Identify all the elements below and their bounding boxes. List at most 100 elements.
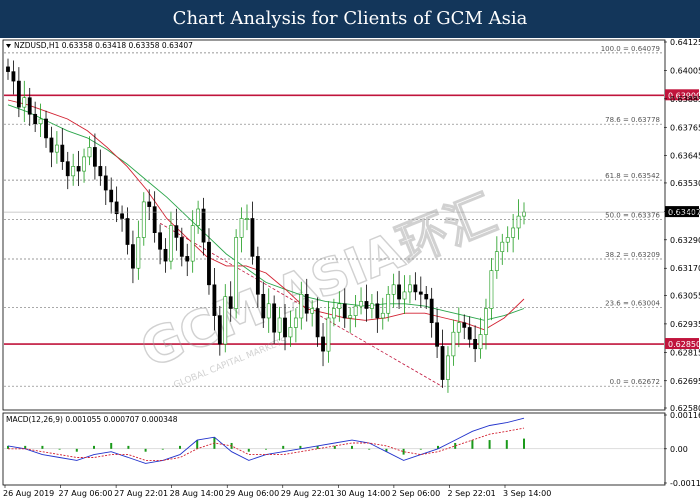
fib-level-label: 78.6 = 0.63778 [605,116,660,124]
macd-histogram-bar [127,445,130,449]
macd-tick-label: 0.001161 [670,411,700,420]
candle-body [370,303,374,309]
candle-body [207,241,211,286]
time-tick-label: 30 Aug 14:00 [336,489,390,498]
candle-body [484,308,488,335]
macd-histogram-bar [161,448,164,450]
candle-body [125,218,130,245]
candle-body [272,303,277,333]
price-tick-label: 0.63765 [670,123,700,132]
candle-body [462,322,467,328]
level-tag [665,338,699,350]
price-tick-label: 0.63055 [670,291,700,300]
candle-body [11,71,16,82]
candle-body [331,308,336,319]
candle-body [277,317,282,333]
macd-histogram-bar [179,445,181,449]
fib-level-label: 50.0 = 0.63376 [605,211,660,219]
candle-body [169,225,173,262]
candle-body [288,327,293,338]
candle-body [440,346,445,380]
candle-body [147,201,152,207]
candle-body [386,293,391,314]
candle-body [65,161,70,177]
symbol-header: NZDUSD,H1 0.63358 0.63418 0.63358 0.6340… [14,41,193,50]
trendline [159,222,443,388]
price-tick-label: 0.63530 [670,179,700,188]
macd-histogram-bar [110,442,113,449]
candle-body [375,303,380,319]
level-tag [665,89,699,101]
time-tick-label: 29 Aug 22:01 [281,489,335,498]
candle-body [250,218,255,257]
price-tick-label: 0.64005 [670,66,700,75]
price-axis: 0.64125 0.64005 0.63885 0.63765 0.63645 0.635… [664,38,700,413]
macd-histogram-bar [351,445,353,449]
price-tick-label: 0.62580 [670,404,700,413]
macd-histogram-bar [58,448,61,450]
macd-indicator: 0.001161 0.00 -0.001175 [4,411,700,488]
fib-level-label: 0.0 = 0.62672 [610,378,660,386]
time-tick-label: 27 Aug 06:00 [59,489,113,498]
candle-body [98,166,103,177]
macd-histogram-bar [333,445,336,449]
macd-histogram-bar [316,445,319,449]
price-tick-label: 0.63645 [670,152,700,161]
price-tick-label: 0.63290 [670,236,700,245]
candle-body [152,206,157,233]
candle-body [342,303,347,319]
macd-histogram-bar [75,448,78,452]
price-tick-label: 0.62815 [670,348,700,357]
price-tick-label: 0.62935 [670,320,700,329]
candle-body [163,248,168,262]
candle-body [49,137,54,153]
price-tick-label: 0.63410 [670,207,700,216]
candle-body [473,339,478,350]
price-tick-label: 0.62695 [670,377,700,386]
candle-body [201,208,206,243]
candle-body [380,312,385,319]
candle-body [522,211,526,217]
macd-histogram-bar [505,440,508,449]
macd-histogram-bar [385,448,388,452]
macd-histogram-bar [419,448,422,450]
macd-tick-label: 0.00 [670,445,688,454]
candlesticks: 0.63407 [4,58,700,393]
candle-body [71,166,76,177]
candle-body [451,331,456,357]
moving-averages [7,99,525,331]
candle-body [516,215,521,229]
title-banner: Chart Analysis for Clients of GCM Asia [0,0,700,38]
macd-histogram-bar [454,442,457,449]
time-tick-label: 3 Sep 14:00 [503,489,551,498]
candle-body [261,293,266,319]
candle-body [489,270,494,309]
candle-body [359,301,363,307]
macd-line [7,417,525,464]
candle-body [185,256,190,262]
macd-histogram-bar [282,445,285,449]
candle-body [413,284,418,293]
candle-body [266,303,271,319]
candle-body [456,322,461,333]
candle-body [478,334,483,350]
candle-body [511,227,516,238]
candle-body [38,118,43,125]
candle-body [33,113,38,125]
candle-body [120,213,124,219]
candle-body [179,237,184,257]
fib-level-label: 38.2 = 0.63209 [605,251,660,259]
macd-histogram-bar [93,445,95,449]
candle-body [109,189,114,203]
collapse-triangle-icon[interactable] [6,44,11,48]
price-tick-label: 0.63885 [670,95,700,104]
time-tick-label: 29 Aug 06:00 [225,489,279,498]
candle-body [391,284,396,295]
candle-body [217,315,222,345]
candle-body [60,144,65,162]
time-axis: 26 Aug 2019 27 Aug 06:00 27 Aug 22:01 28 Au… [3,485,551,498]
macd-histogram-bar [471,440,474,449]
candle-body [22,97,27,108]
candle-body [500,241,505,252]
candle-body [429,298,434,324]
